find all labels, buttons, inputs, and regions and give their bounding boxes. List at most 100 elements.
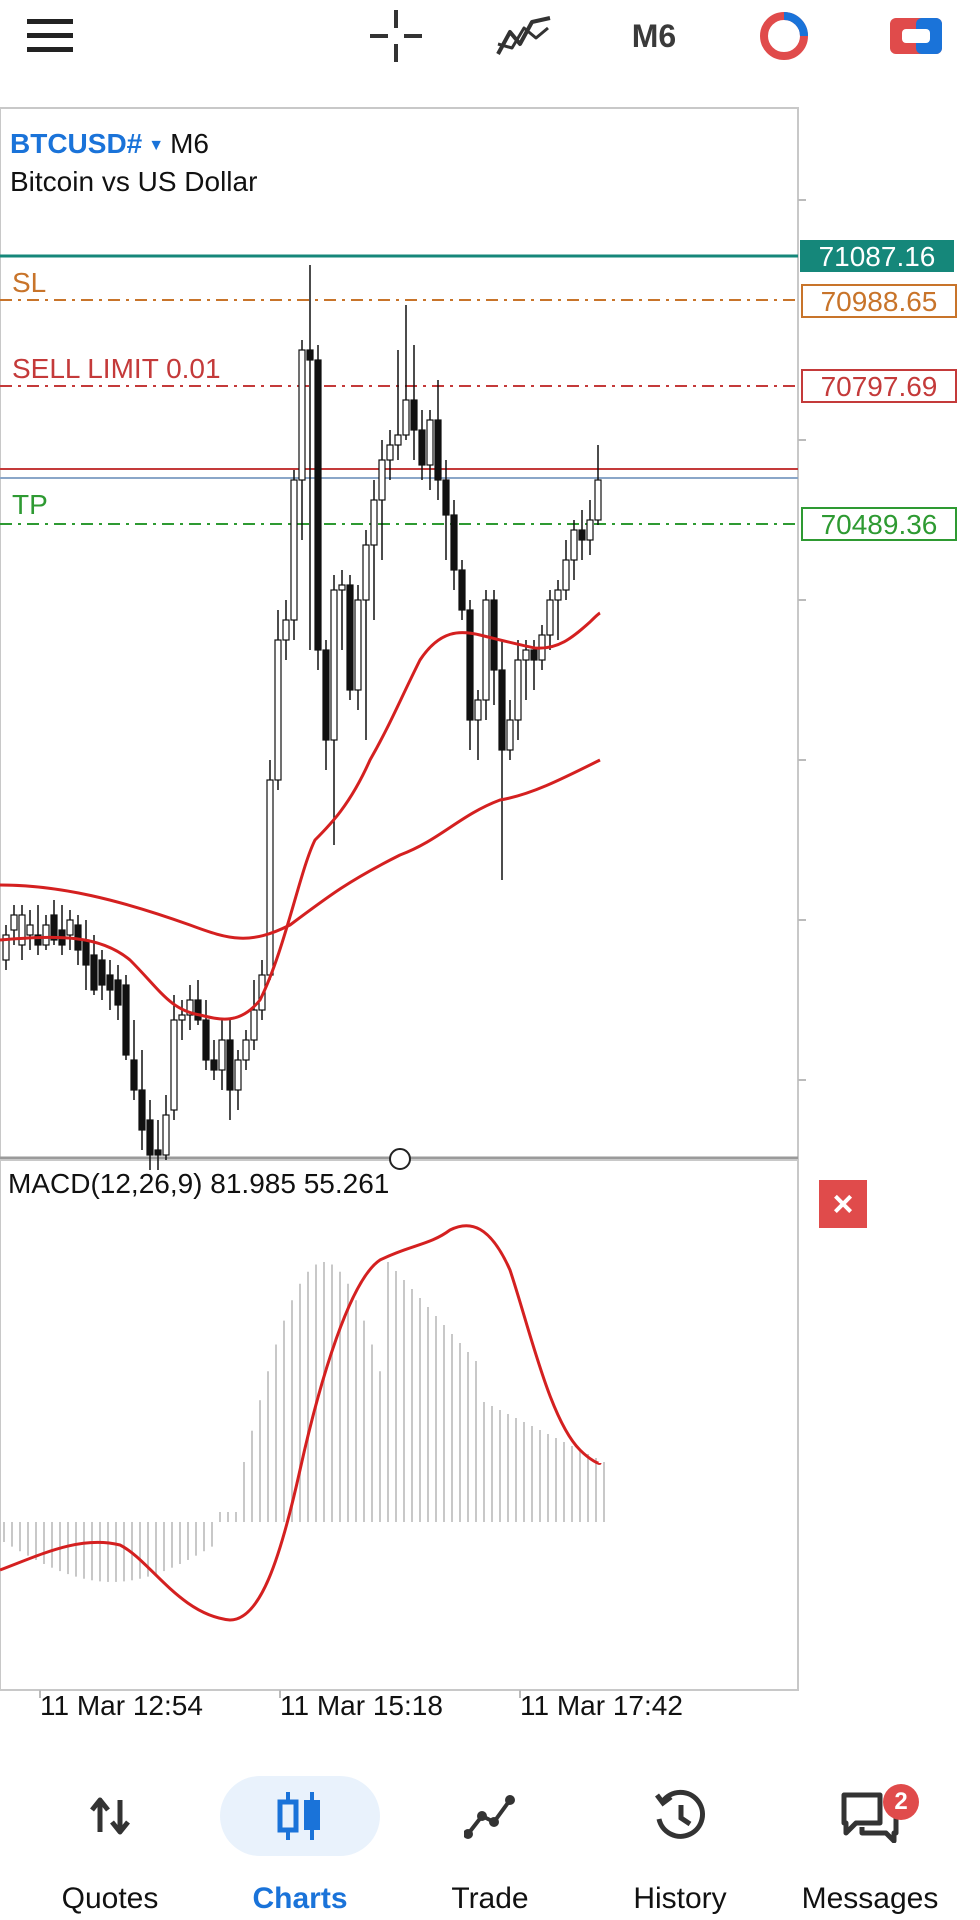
sl-price-value: 70988.65 [821,286,938,317]
nav-label-messages: Messages [801,1882,939,1915]
tp-price-tag: 70489.36 [801,507,957,541]
candle-body [26,924,34,936]
candle-body [34,934,42,946]
candle-body [458,569,466,611]
candle-body [242,1039,250,1061]
close-indicator-button[interactable]: × [819,1180,867,1228]
quotes-icon [15,1788,205,1844]
time-label: 11 Mar 12:54 [40,1690,203,1721]
candle-body [298,349,306,481]
symbol-name[interactable]: BTCUSD# [10,128,143,159]
candle-body [50,914,58,941]
candle-body [506,719,514,751]
separator-drag-handle [389,1148,411,1170]
nav-item-trade[interactable]: Trade [395,1760,585,1920]
nav-label-history: History [633,1882,727,1915]
candle-body [442,479,450,516]
candle-body [570,529,578,561]
candle-body [426,419,434,466]
hamburger-icon [27,19,73,52]
candle-body [162,1114,170,1156]
candle-body [122,984,130,1056]
timeframe-button[interactable]: M6 [620,6,688,66]
candle-body [218,1039,226,1071]
candle-body [434,419,442,481]
crosshair-button[interactable] [364,6,428,66]
moving-average-slow [0,758,601,940]
symbol-dropdown-icon[interactable]: ▼ [148,136,165,154]
candle-body [282,619,290,641]
candle-body [594,479,602,521]
candle-body [578,529,586,541]
candle-body [330,589,338,741]
messages-icon [775,1788,965,1844]
candle-body [490,599,498,671]
one-click-trading-button[interactable] [884,6,948,66]
one-click-trading-icon [890,18,942,54]
nav-item-charts[interactable]: Charts [205,1760,395,1920]
charts-icon [205,1788,395,1844]
time-label: 11 Mar 17:42 [520,1690,683,1721]
price-chart[interactable]: SL SELL LIMIT 0.01 TP 71087.16 70988.65 … [0,0,980,1760]
candle-body [66,919,74,936]
candle-body [138,1089,146,1131]
nav-item-quotes[interactable]: Quotes [15,1760,205,1920]
candle-body [306,349,314,361]
candle-body [10,914,18,931]
sl-price-tag: 70988.65 [801,284,957,318]
candle-body [90,954,98,991]
symbol-header[interactable]: BTCUSD# ▼ M6 [10,128,209,160]
candle-body [546,599,554,636]
macd-indicator-label: MACD(12,26,9) 81.985 55.261 [8,1168,390,1199]
candle-body [210,1059,218,1071]
candle-body [394,434,402,446]
sell-limit-price-tag: 70797.69 [801,369,957,403]
macd-frame [0,1159,799,1691]
candle-body [290,479,298,621]
objects-button[interactable] [752,6,816,66]
sell-limit-price-value: 70797.69 [821,371,938,402]
candle-body [266,779,274,976]
candle-body [274,639,282,781]
candle-body [378,459,386,501]
sell-limit-label: SELL LIMIT 0.01 [12,353,221,384]
time-scale-ticks [39,1690,521,1698]
candle-body [354,599,362,691]
candle-body [194,999,202,1021]
candle-body [114,979,122,1006]
symbol-description: Bitcoin vs US Dollar [10,166,258,197]
candle-body [42,924,50,946]
menu-button[interactable] [20,6,80,66]
candle-body [418,429,426,466]
candle-body [314,359,322,651]
candle-body [402,399,410,436]
tp-label: TP [12,489,48,520]
candle-body [178,1014,186,1021]
candle-body [130,1059,138,1091]
messages-badge: 2 [883,1784,919,1820]
candle-body [466,609,474,721]
history-icon [585,1788,775,1844]
candle-body [346,584,354,691]
candlesticks [2,265,602,1170]
candle-body [338,584,346,591]
candle-body [226,1039,234,1091]
bottom-navigation: Quotes Charts Trade [0,1760,980,1920]
candle-body [370,499,378,546]
candle-body [146,1119,154,1156]
nav-item-history[interactable]: History [585,1760,775,1920]
candle-body [186,999,194,1016]
indicators-button[interactable] [492,6,556,66]
candle-body [2,934,10,961]
candle-body [322,649,330,741]
trade-icon [395,1788,585,1844]
crosshair-icon [370,10,422,62]
current-price-tag: 71087.16 [800,240,954,272]
candle-body [154,1149,162,1156]
indicators-icon [496,16,551,55]
nav-item-messages[interactable]: 2 Messages [775,1760,965,1920]
nav-label-quotes: Quotes [61,1882,159,1915]
candle-body [482,599,490,701]
time-label: 11 Mar 15:18 [280,1690,443,1721]
top-toolbar: M6 [0,0,980,72]
